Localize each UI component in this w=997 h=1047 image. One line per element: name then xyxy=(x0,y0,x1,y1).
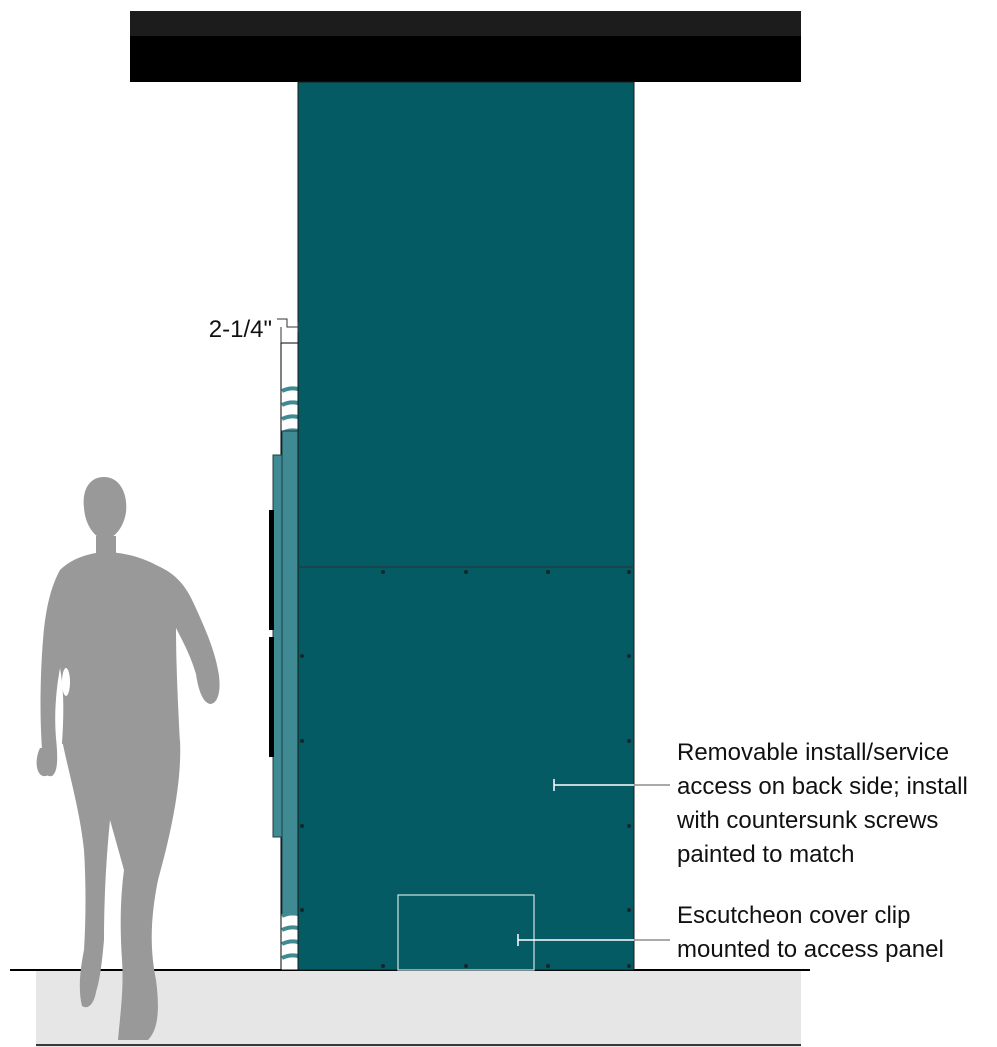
figure-hand-left xyxy=(36,748,54,777)
figure-pocket-left xyxy=(62,668,70,696)
escutcheon-note-line-1: Escutcheon cover clip xyxy=(677,902,910,929)
column-face xyxy=(297,81,635,971)
escutcheon-note: Escutcheon cover clip mounted to access … xyxy=(677,902,944,963)
figure-torso xyxy=(40,552,220,777)
floor-slab xyxy=(36,970,801,1047)
access-note-line-3: with countersunk screws xyxy=(676,807,938,834)
screw xyxy=(627,908,631,912)
panel-screws xyxy=(300,570,631,968)
screw xyxy=(300,654,304,658)
screw xyxy=(546,570,550,574)
screw xyxy=(381,570,385,574)
screw xyxy=(546,964,550,968)
screw xyxy=(464,570,468,574)
screw xyxy=(627,739,631,743)
access-note-line-2: access on back side; install xyxy=(677,773,968,800)
mount-bar-upper xyxy=(269,510,274,630)
dimension-label: 2-1/4" xyxy=(209,316,272,343)
figure-legs xyxy=(62,740,181,1040)
screw xyxy=(300,739,304,743)
screw xyxy=(627,824,631,828)
screw xyxy=(627,654,631,658)
screw xyxy=(300,908,304,912)
screw xyxy=(464,964,468,968)
screw xyxy=(381,964,385,968)
escutcheon-note-line-2: mounted to access panel xyxy=(677,936,944,963)
figure-pocket-right xyxy=(179,654,185,666)
side-bracket xyxy=(272,454,283,838)
access-note-line-1: Removable install/service xyxy=(677,739,949,766)
screw xyxy=(627,964,631,968)
figure-head xyxy=(83,477,127,540)
cable-marks-bottom xyxy=(281,911,299,960)
column-side-profile xyxy=(269,342,299,971)
side-panel xyxy=(281,430,299,916)
human-scale-figure xyxy=(36,477,220,1040)
overhead-soffit xyxy=(130,11,801,82)
screw xyxy=(300,824,304,828)
figure-neck xyxy=(96,536,116,554)
escutcheon-outline xyxy=(397,894,535,971)
screw xyxy=(627,570,631,574)
access-panel-note: Removable install/service access on back… xyxy=(676,739,974,868)
dimension-callout: 2-1/4" xyxy=(209,316,299,343)
access-note-line-4: painted to match xyxy=(677,841,854,868)
mount-bar-lower xyxy=(269,637,274,757)
